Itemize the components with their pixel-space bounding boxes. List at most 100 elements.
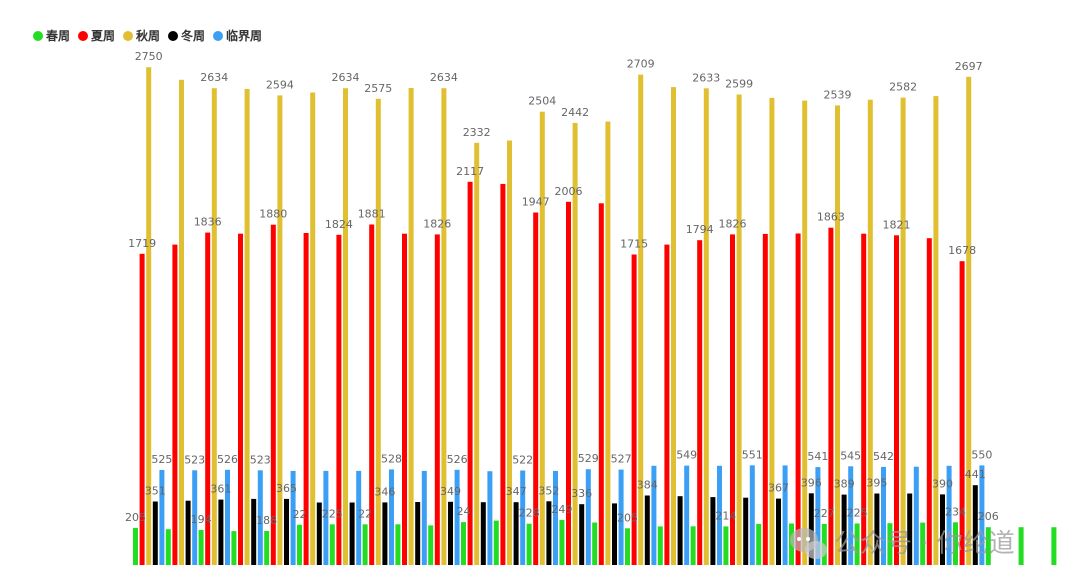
bar-0-6[interactable] <box>329 524 335 565</box>
bar-0-25[interactable] <box>953 522 958 565</box>
bar-4-22[interactable] <box>881 466 886 565</box>
bar-1-19[interactable] <box>762 233 768 565</box>
bar-2-15[interactable] <box>638 74 644 565</box>
bar-1-10[interactable] <box>467 181 473 566</box>
bar-2-10[interactable] <box>474 142 480 566</box>
bar-1-22[interactable] <box>861 233 867 565</box>
bar-2-21[interactable] <box>835 105 840 566</box>
bar-3-12[interactable] <box>546 501 552 565</box>
bar-0-12[interactable] <box>526 523 532 565</box>
bar-0-17[interactable] <box>690 526 696 565</box>
bar-2-12[interactable] <box>539 111 545 565</box>
bar-4-14[interactable] <box>618 469 624 565</box>
bar-1-0[interactable] <box>139 253 145 566</box>
bar-4-7[interactable] <box>389 469 394 565</box>
bar-2-17[interactable] <box>703 88 709 566</box>
bar-2-13[interactable] <box>572 122 578 566</box>
bar-3-13[interactable] <box>579 504 585 565</box>
bar-4-23[interactable] <box>913 466 919 565</box>
bar-2-4[interactable] <box>277 95 283 566</box>
bar-4-10[interactable] <box>487 471 493 565</box>
bar-2-14[interactable] <box>605 121 611 566</box>
bar-2-0[interactable] <box>146 67 152 565</box>
bar-0-7[interactable] <box>362 524 368 565</box>
bar-2-2[interactable] <box>211 88 217 565</box>
legend-item-0[interactable]: 春周 <box>33 28 70 43</box>
bar-4-19[interactable] <box>782 465 788 565</box>
bar-0-5[interactable] <box>297 524 302 565</box>
bar-0-23[interactable] <box>887 523 893 565</box>
bar-3-21[interactable] <box>841 494 847 565</box>
bar-1-1[interactable] <box>172 244 178 565</box>
bar-2-5[interactable] <box>310 92 316 566</box>
bar-3-9[interactable] <box>448 501 453 565</box>
bar-3-11[interactable] <box>513 502 519 565</box>
bar-4-18[interactable] <box>749 465 755 566</box>
bar-3-14[interactable] <box>612 503 617 565</box>
bar-2-22[interactable] <box>867 99 873 565</box>
bar-3-1[interactable] <box>185 500 191 565</box>
bar-4-2[interactable] <box>225 469 230 565</box>
bar-0-19[interactable] <box>756 523 762 565</box>
bar-1-15[interactable] <box>631 254 637 566</box>
bar-1-11[interactable] <box>500 183 506 565</box>
bar-1-18[interactable] <box>730 234 735 565</box>
bar-3-22[interactable] <box>874 493 880 566</box>
bar-3-2[interactable] <box>218 499 224 565</box>
bar-2-23[interactable] <box>900 97 906 565</box>
bar-2-6[interactable] <box>343 88 348 565</box>
bar-4-16[interactable] <box>684 465 690 565</box>
bar-1-16[interactable] <box>664 244 670 565</box>
bar-4-3[interactable] <box>257 470 263 565</box>
bar-1-3[interactable] <box>238 233 243 565</box>
bar-3-24[interactable] <box>940 494 945 565</box>
legend-item-1[interactable]: 夏周 <box>78 29 115 43</box>
bar-1-25[interactable] <box>959 261 965 565</box>
bar-2-9[interactable] <box>441 88 447 565</box>
bar-4-5[interactable] <box>323 470 329 565</box>
bar-1-20[interactable] <box>795 233 801 566</box>
bar-0-9[interactable] <box>428 525 434 565</box>
bar-4-8[interactable] <box>421 470 427 565</box>
bar-4-0[interactable] <box>159 470 165 565</box>
bar-4-15[interactable] <box>651 465 657 565</box>
bar-0-11[interactable] <box>493 520 499 565</box>
bar-0-1[interactable] <box>165 529 171 565</box>
bar-3-16[interactable] <box>677 496 683 565</box>
bar-2-1[interactable] <box>179 79 184 566</box>
bar-2-18[interactable] <box>736 94 742 566</box>
bar-4-9[interactable] <box>454 469 460 565</box>
bar-2-8[interactable] <box>408 88 414 565</box>
bar-0-27[interactable] <box>1018 527 1024 565</box>
bar-2-16[interactable] <box>671 87 676 565</box>
legend-item-4[interactable]: 临界周 <box>213 28 262 43</box>
bar-4-20[interactable] <box>815 467 821 565</box>
bar-4-13[interactable] <box>585 469 591 565</box>
bar-4-6[interactable] <box>356 470 362 565</box>
bar-3-23[interactable] <box>907 493 913 566</box>
bar-3-4[interactable] <box>284 498 289 565</box>
bar-0-13[interactable] <box>559 519 565 565</box>
bar-1-21[interactable] <box>828 227 834 565</box>
bar-3-0[interactable] <box>152 501 158 566</box>
bar-4-21[interactable] <box>848 466 854 565</box>
bar-0-22[interactable] <box>854 523 860 566</box>
bar-2-3[interactable] <box>244 88 250 566</box>
bar-3-19[interactable] <box>776 498 781 565</box>
bar-3-3[interactable] <box>251 498 257 565</box>
bar-0-2[interactable] <box>198 529 204 565</box>
bar-4-11[interactable] <box>520 470 526 566</box>
bar-0-18[interactable] <box>723 526 729 565</box>
bar-3-15[interactable] <box>644 495 650 566</box>
bar-3-7[interactable] <box>382 502 388 565</box>
bar-1-5[interactable] <box>303 233 309 565</box>
bar-4-25[interactable] <box>979 465 985 565</box>
legend-item-2[interactable]: 秋周 <box>123 28 160 43</box>
bar-2-11[interactable] <box>507 140 512 566</box>
bar-0-26[interactable] <box>985 527 991 565</box>
bar-3-5[interactable] <box>316 502 322 566</box>
bar-3-17[interactable] <box>710 497 716 565</box>
bar-1-17[interactable] <box>697 240 703 565</box>
bar-1-2[interactable] <box>205 232 211 565</box>
legend-item-3[interactable]: 冬周 <box>168 28 205 43</box>
